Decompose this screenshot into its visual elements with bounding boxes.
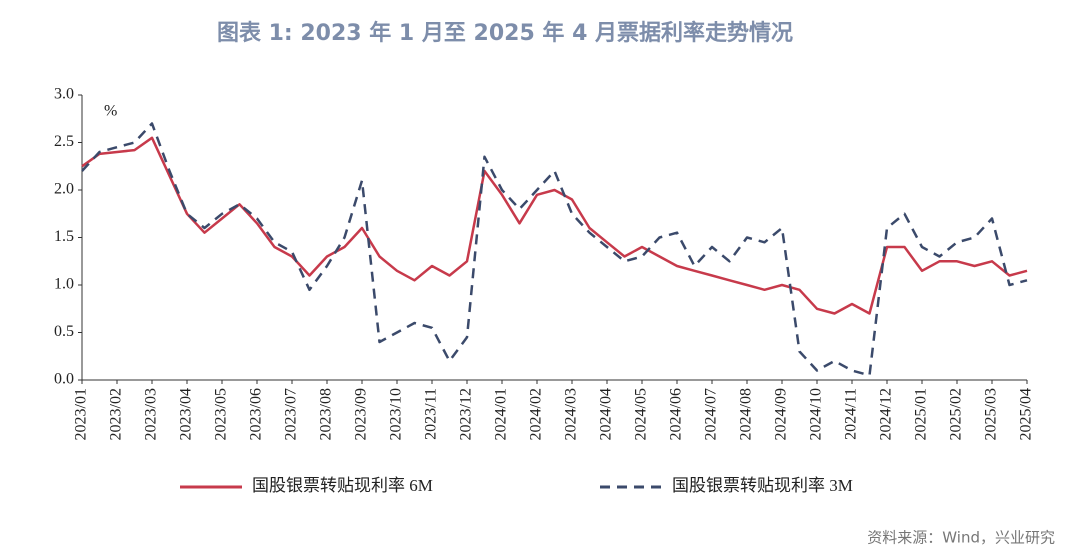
y-tick-label: 2.5 [54, 133, 74, 150]
x-tick-label: 2023/08 [318, 388, 335, 440]
x-tick-label: 2024/04 [598, 388, 615, 440]
x-tick-label: 2023/07 [283, 388, 300, 440]
x-tick-label: 2023/06 [248, 388, 265, 440]
x-tick-label: 2024/05 [633, 388, 650, 440]
x-tick-label: 2024/12 [878, 388, 895, 440]
x-tick-label: 2025/03 [983, 388, 1000, 440]
y-tick-label: 1.0 [54, 276, 74, 293]
x-tick-label: 2023/02 [108, 388, 125, 440]
x-tick-label: 2025/02 [948, 388, 965, 440]
y-tick-label: 3.0 [54, 86, 74, 103]
x-tick-label: 2023/01 [73, 388, 90, 440]
y-tick-label: 0.0 [54, 371, 74, 388]
source: 资料来源：Wind，兴业研究 [867, 529, 1055, 547]
x-tick-label: 2025/04 [1018, 388, 1035, 440]
x-tick-label: 2025/01 [913, 388, 930, 440]
y-tick-label: 2.0 [54, 181, 74, 198]
x-tick-label: 2023/03 [143, 388, 160, 440]
x-tick-label: 2024/07 [703, 388, 720, 440]
line-series [81, 122, 1028, 377]
x-tick-label: 2023/10 [388, 388, 405, 440]
chart-title: 图表 1: 2023 年 1 月至 2025 年 4 月票据利率走势情况 [217, 20, 793, 46]
y-unit: % [104, 103, 117, 120]
x-tick-label: 2024/06 [668, 388, 685, 440]
x-tick-label: 2023/09 [353, 388, 370, 440]
legend-label: 国股银票转贴现利率 3M [672, 476, 853, 495]
y-tick-label: 0.5 [54, 323, 74, 340]
y-tick-label: 1.5 [54, 228, 74, 245]
x-tick-label: 2024/08 [738, 388, 755, 440]
line-series [81, 136, 1028, 315]
x-tick-label: 2024/03 [563, 388, 580, 440]
x-tick-label: 2024/02 [528, 388, 545, 440]
x-tick-label: 2023/12 [458, 388, 475, 440]
x-tick-label: 2024/10 [808, 388, 825, 440]
x-tick-label: 2024/01 [493, 388, 510, 440]
x-tick-label: 2023/04 [178, 388, 195, 440]
x-tick-label: 2024/11 [843, 388, 860, 440]
x-tick-label: 2023/05 [213, 388, 230, 440]
x-tick-label: 2024/09 [773, 388, 790, 440]
legend-label: 国股银票转贴现利率 6M [252, 476, 433, 495]
x-tick-label: 2023/11 [423, 388, 440, 440]
